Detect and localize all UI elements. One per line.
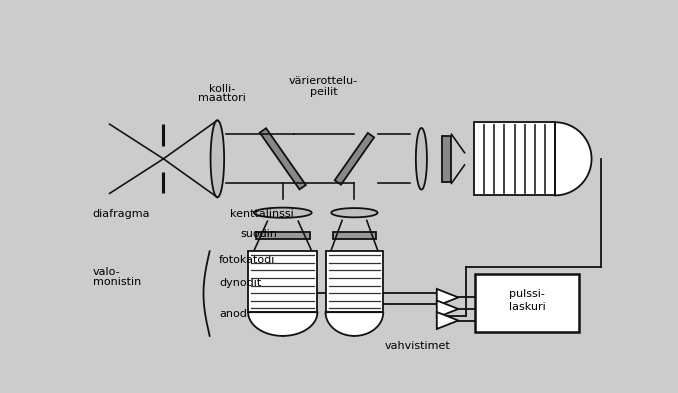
Polygon shape (332, 208, 378, 217)
Text: valo-: valo- (93, 266, 120, 277)
Polygon shape (335, 133, 374, 185)
Bar (333, 232, 376, 239)
Text: anodi: anodi (219, 309, 250, 319)
Text: suodin: suodin (241, 229, 277, 239)
Polygon shape (254, 208, 312, 218)
Polygon shape (260, 128, 306, 189)
Polygon shape (211, 120, 224, 197)
Polygon shape (437, 301, 458, 318)
Text: diafragma: diafragma (93, 209, 150, 219)
Polygon shape (416, 128, 427, 189)
Text: kenttälinssi: kenttälinssi (230, 209, 294, 219)
Text: dynodit: dynodit (219, 278, 261, 288)
Text: pulssi-: pulssi- (509, 288, 545, 299)
Text: kolli-: kolli- (209, 84, 235, 94)
Bar (442, 136, 452, 182)
Bar (474, 122, 555, 195)
Bar (325, 251, 383, 312)
Text: fotokatodi: fotokatodi (219, 255, 275, 265)
Text: maattori: maattori (198, 94, 246, 103)
Bar (248, 251, 317, 312)
Polygon shape (555, 122, 591, 195)
Bar (475, 274, 579, 332)
Polygon shape (437, 312, 458, 329)
Polygon shape (325, 312, 383, 336)
Text: monistin: monistin (93, 277, 141, 286)
Bar (256, 232, 310, 239)
Polygon shape (437, 289, 458, 306)
Polygon shape (248, 312, 317, 336)
Text: laskuri: laskuri (509, 302, 546, 312)
Text: vahvistimet: vahvistimet (384, 341, 450, 351)
Text: peilit: peilit (310, 87, 338, 97)
Text: värierottelu-: värierottelu- (289, 76, 358, 86)
